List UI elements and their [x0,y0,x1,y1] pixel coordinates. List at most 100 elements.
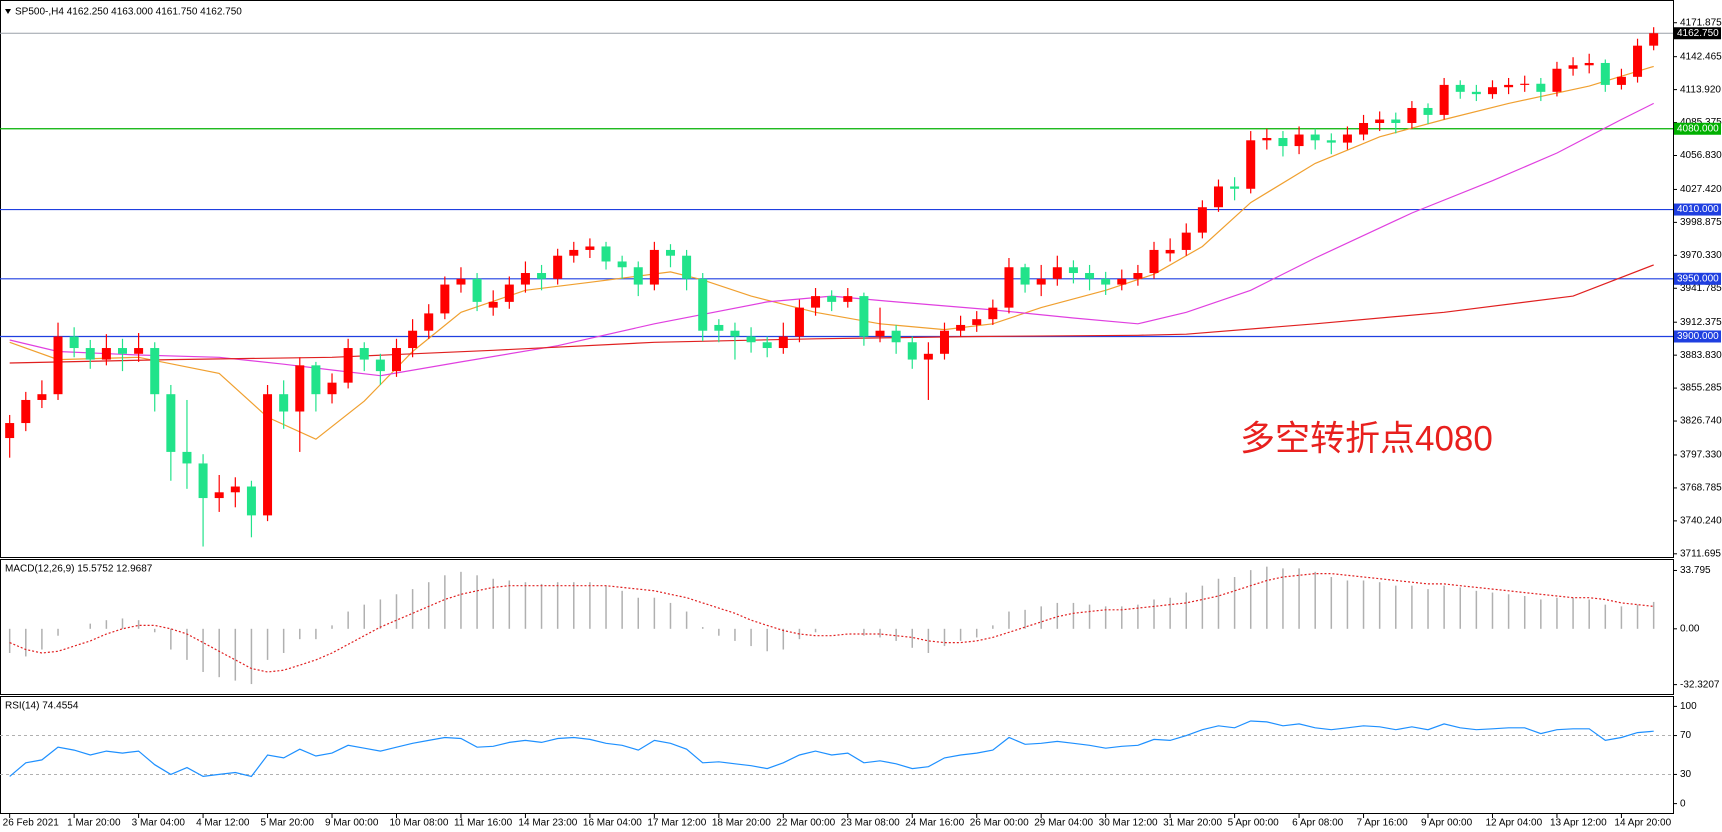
candle-body [1471,91,1481,95]
candle-body [230,486,240,493]
y-tick-label: 3912.375 [1680,317,1722,328]
candle-body [1020,267,1030,285]
candle-body [1310,134,1320,141]
y-tick-label: 3970.330 [1680,250,1722,261]
candle-body [617,261,627,268]
x-tick-label: 14 Apr 20:00 [1614,818,1671,829]
candle-body [553,255,563,279]
x-tick-label: 7 Apr 16:00 [1357,818,1409,829]
x-tick-label: 14 Mar 23:00 [518,818,577,829]
candle-body [198,463,208,499]
last-price-box [1674,27,1721,40]
candle-body [682,255,692,279]
candle-body [1520,83,1530,85]
candle-body [1649,33,1659,46]
x-tick-label: 30 Mar 12:00 [1099,818,1158,829]
candle-body [488,301,498,308]
x-tick-label: 13 Apr 12:00 [1550,818,1607,829]
x-tick-label: 16 Mar 04:00 [583,818,642,829]
candle-body [714,324,724,331]
level-label: 3950.000 [1677,273,1719,284]
candle-body [424,313,434,331]
candle-body [1133,273,1143,279]
moving-average [9,264,1654,364]
candle-body [311,365,321,395]
candle-body [1036,278,1046,285]
candle-body [21,399,31,424]
y-tick-label: 3740.240 [1680,516,1722,527]
candle-body [875,330,885,337]
candle-body [1633,45,1643,77]
candle-body [1391,119,1401,123]
y-tick-label: 3941.785 [1680,283,1722,294]
rsi-line [9,720,1654,778]
candle-body [1326,140,1336,143]
candle-body [843,296,853,302]
candle-body [408,330,418,349]
x-tick-label: 31 Mar 20:00 [1163,818,1222,829]
candle-body [859,296,869,337]
level-label-box [1674,203,1721,216]
candle-body [811,296,821,308]
candle-body [246,486,256,516]
y-tick-label: 100 [1680,701,1697,712]
x-tick-label: 26 Mar 00:00 [970,818,1029,829]
candle-body [569,249,579,256]
candle-body [762,342,772,349]
candle-body [923,353,933,360]
candle-body [117,348,127,354]
candle-body [665,249,675,256]
candle-body [520,273,530,285]
annotation: 多空转折点4080 [1240,419,1493,458]
candle-body [1230,186,1240,189]
candle-body [1246,140,1256,189]
level-label: 4080.000 [1677,123,1719,134]
candle-body [794,307,804,337]
candle-body [263,394,273,516]
y-tick-label: 4056.830 [1680,150,1722,161]
x-tick-label: 17 Mar 12:00 [647,818,706,829]
candle-body [150,348,160,395]
y-tick-label: 3883.830 [1680,350,1722,361]
candle-body [69,336,79,349]
candle-body [1052,267,1062,279]
y-tick-label: 70 [1680,730,1692,741]
level-label-box [1674,122,1721,135]
candle-body [440,284,450,314]
candle-body [53,336,63,395]
candle-body [633,267,643,285]
panel-title: SP500-,H4 4162.250 4163.000 4161.750 416… [15,7,242,18]
candle-body [988,307,998,320]
x-tick-label: 9 Mar 00:00 [325,818,379,829]
panel-title: MACD(12,26,9) 15.5752 12.9687 [5,564,153,575]
level-label-box [1674,272,1721,285]
last-price-label: 4162.750 [1677,28,1719,39]
candle-body [537,273,547,279]
candle-body [585,246,595,250]
candle-body [1342,134,1352,143]
x-tick-label: 11 Mar 16:00 [454,818,513,829]
x-tick-label: 9 Apr 00:00 [1421,818,1473,829]
candle-body [37,394,47,400]
y-tick-label: 0.00 [1680,623,1700,634]
y-tick-label: 4171.875 [1680,17,1722,28]
candle-body [1600,62,1610,85]
candle-body [85,348,95,360]
candle-body [1616,76,1626,85]
y-tick-label: 4027.420 [1680,184,1722,195]
candle-body [891,330,901,343]
macd-panel-frame [0,559,1674,695]
y-tick-label: 4113.920 [1680,84,1721,95]
candle-body [182,451,192,464]
candle-body [1536,83,1546,92]
candle-body [1117,278,1127,285]
candle-body [504,284,514,302]
x-tick-label: 12 Apr 04:00 [1485,818,1542,829]
candle-body [134,348,144,354]
x-tick-label: 24 Mar 16:00 [905,818,964,829]
candle-body [166,394,176,452]
candle-body [1407,107,1417,123]
candle-body [1278,137,1288,147]
